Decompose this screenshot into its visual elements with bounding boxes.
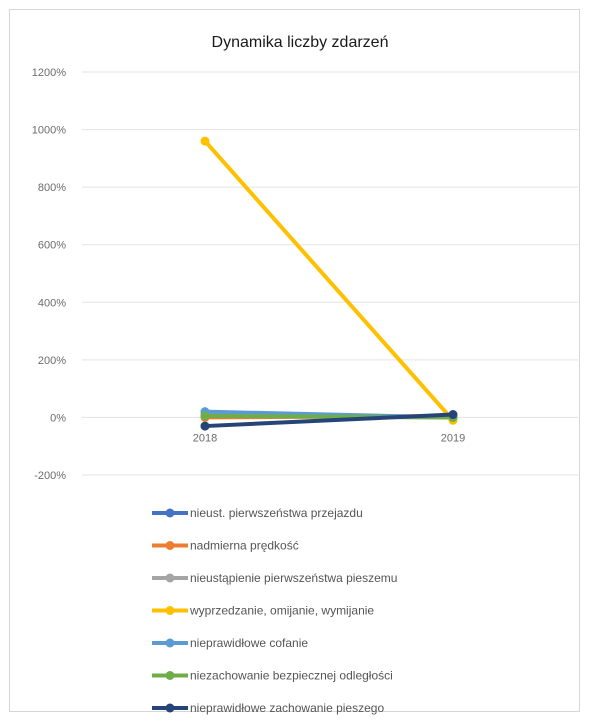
legend-swatch-marker <box>165 703 175 713</box>
legend-label: niezachowanie bezpiecznej odległości <box>190 669 393 683</box>
y-tick-label: 600% <box>38 240 66 252</box>
legend-swatch-marker <box>165 573 175 583</box>
chart-frame <box>9 9 580 712</box>
data-point <box>448 410 458 420</box>
legend-swatch-marker <box>165 638 175 648</box>
x-tick-label: 2018 <box>193 432 217 444</box>
legend-swatch-marker <box>165 606 175 615</box>
y-tick-label: 1000% <box>32 125 66 137</box>
gridlines <box>82 71 578 476</box>
data-point <box>200 411 210 421</box>
data-point <box>200 136 210 146</box>
y-axis-ticks: 1200% 1000% 800% 600% 400% 200% 0% -200% <box>32 67 66 482</box>
legend-label: nieustąpienie pierwszeństwa pieszemu <box>190 571 397 585</box>
legend-swatch-marker <box>165 541 175 550</box>
legend-label: nieust. pierwszeństwa przejazdu <box>190 506 363 520</box>
chart-title: Dynamika liczby zdarzeń <box>212 34 389 51</box>
x-axis-ticks: 2018 2019 <box>193 432 465 444</box>
series-line <box>203 139 455 423</box>
y-tick-label: 800% <box>38 182 66 194</box>
y-tick-label: 200% <box>38 355 66 367</box>
legend-label: wyprzedzanie, omijanie, wymijanie <box>189 604 374 618</box>
x-tick-label: 2019 <box>441 432 465 444</box>
data-point <box>200 421 210 431</box>
legend: nieust. pierwszeństwa przejazdu nadmierna… <box>152 506 397 715</box>
legend-label: nadmierna prędkość <box>190 539 299 553</box>
series <box>200 136 458 431</box>
y-tick-label: -200% <box>34 470 66 482</box>
series-line <box>203 412 455 429</box>
legend-label: nieprawidłowe cofanie <box>190 636 308 650</box>
legend-swatch-marker <box>165 508 175 518</box>
legend-swatch-marker <box>165 671 175 680</box>
y-tick-label: 0% <box>50 412 66 424</box>
y-tick-label: 1200% <box>32 67 66 79</box>
legend-label: nieprawidłowe zachowanie pieszego <box>190 701 384 715</box>
y-tick-label: 400% <box>38 297 66 309</box>
